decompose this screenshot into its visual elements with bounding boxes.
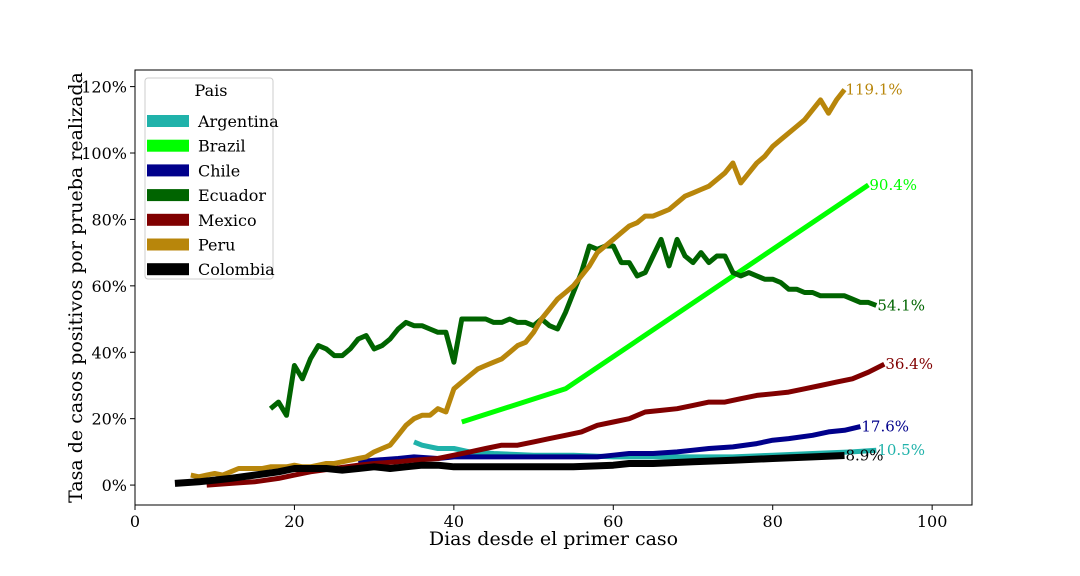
legend-swatch-colombia: [147, 263, 189, 276]
end-label-peru: 119.1%: [845, 81, 902, 99]
end-label-colombia: 8.9%: [845, 447, 883, 465]
series-layer: [174, 88, 886, 488]
plot-frame: [134, 69, 973, 506]
legend-swatch-peru: [147, 238, 189, 251]
series-line-brazil: [461, 182, 870, 425]
y-tick-label: 40%: [91, 343, 127, 362]
legend-label-ecuador: Ecuador: [198, 186, 266, 205]
y-tick-label: 0%: [102, 476, 127, 495]
x-tick-label: 40: [444, 512, 464, 531]
y-tick-label: 20%: [91, 410, 127, 429]
y-axis: 0% 20% 40% 60% 80% 100% 120%: [81, 78, 135, 495]
legend-label-peru: Peru: [198, 236, 235, 255]
legend-label-chile: Chile: [198, 161, 240, 180]
legend-swatch-mexico: [147, 213, 189, 226]
legend-label-brazil: Brazil: [198, 137, 246, 156]
legend-box: [144, 77, 274, 280]
y-tick-label: 60%: [91, 277, 127, 296]
legend-label-colombia: Colombia: [198, 260, 275, 279]
x-axis: 0 20 40 60 80 100: [130, 505, 948, 531]
x-tick-label: 0: [130, 512, 140, 531]
y-tick-label: 100%: [81, 144, 127, 163]
end-label-mexico: 36.4%: [885, 355, 933, 373]
legend-label-argentina: Argentina: [197, 112, 279, 131]
end-label-argentina: 10.5%: [877, 441, 925, 459]
end-label-brazil: 90.4%: [869, 176, 917, 194]
y-tick-label: 120%: [81, 78, 127, 97]
series-line-peru: [190, 88, 847, 480]
legend-swatch-chile: [147, 164, 189, 177]
legend-entries: Argentina Brazil Chile Ecuador Mexico Peru Col…: [147, 112, 279, 279]
x-axis-title: Dias desde el primer caso: [429, 528, 678, 550]
legend-swatch-brazil: [147, 139, 189, 152]
legend-label-mexico: Mexico: [198, 211, 257, 230]
y-axis-title: Tasa de casos positivos por prueba reali…: [65, 72, 87, 503]
x-tick-label: 100: [917, 512, 948, 531]
series-line-ecuador: [268, 236, 878, 418]
series-line-colombia: [174, 452, 845, 487]
x-tick-label: 80: [763, 512, 783, 531]
end-label-ecuador: 54.1%: [877, 296, 925, 314]
end-label-layer: 10.5% 90.4% 17.6% 54.1% 36.4% 119.1% 8.9%: [845, 81, 933, 465]
y-tick-label: 80%: [91, 210, 127, 229]
plot-area: 10.5% 90.4% 17.6% 54.1% 36.4% 119.1% 8.9%: [134, 69, 973, 506]
legend: Pais Argentina Brazil Chile Ecuador Mexico Pe…: [144, 77, 279, 280]
end-label-chile: 17.6%: [861, 418, 909, 436]
legend-swatch-ecuador: [147, 189, 189, 202]
legend-title: Pais: [195, 81, 228, 100]
x-tick-label: 60: [603, 512, 623, 531]
x-tick-label: 20: [284, 512, 304, 531]
legend-swatch-argentina: [147, 115, 189, 127]
